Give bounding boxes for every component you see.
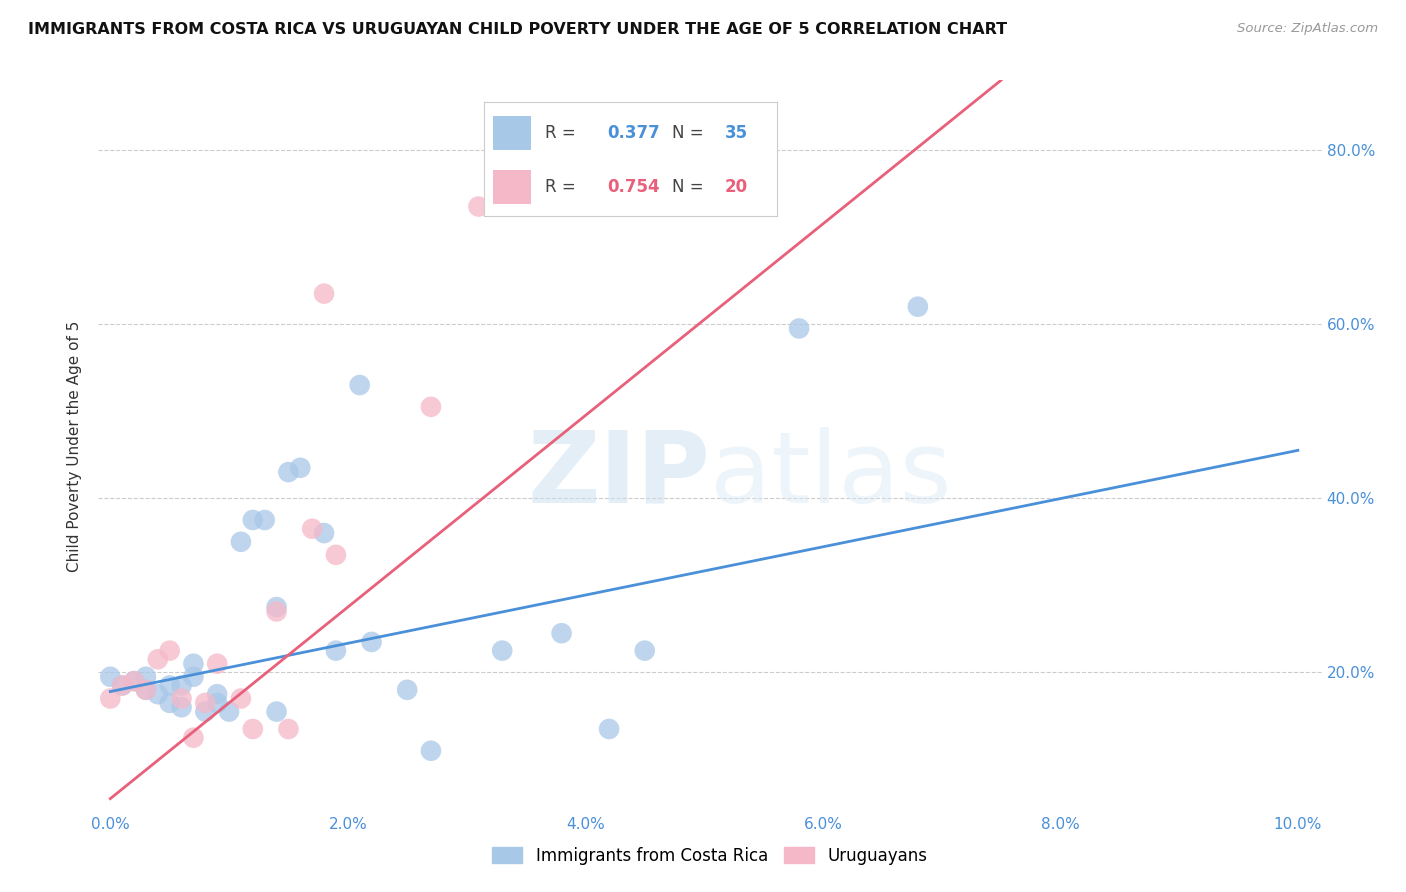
Point (122, 674, 145, 689)
Point (301, 522, 323, 536)
Point (277, 465, 299, 479)
Point (550, 626, 572, 640)
Point (598, 722, 620, 736)
Legend: Immigrants from Costa Rica, Uruguayans: Immigrants from Costa Rica, Uruguayans (484, 838, 936, 873)
Point (266, 604, 288, 618)
Point (183, 731, 205, 745)
Point (170, 700, 193, 714)
Point (122, 674, 145, 689)
Point (135, 670, 157, 684)
Point (396, 682, 419, 697)
Point (159, 678, 181, 692)
Point (420, 744, 443, 758)
Point (194, 696, 217, 710)
Point (205, 687, 228, 701)
Point (135, 682, 157, 697)
Point (253, 513, 276, 527)
Point (242, 513, 264, 527)
Point (787, 321, 810, 335)
Point (98, 691, 121, 706)
Point (159, 643, 181, 657)
Point (98, 670, 121, 684)
Point (205, 696, 228, 710)
Point (159, 696, 181, 710)
Point (491, 200, 513, 214)
Text: ZIP: ZIP (527, 426, 710, 524)
Point (194, 705, 217, 719)
Point (183, 657, 205, 671)
Point (290, 460, 312, 475)
Point (360, 635, 382, 649)
Y-axis label: Child Poverty Under the Age of 5: Child Poverty Under the Age of 5 (67, 320, 83, 572)
Text: IMMIGRANTS FROM COSTA RICA VS URUGUAYAN CHILD POVERTY UNDER THE AGE OF 5 CORRELA: IMMIGRANTS FROM COSTA RICA VS URUGUAYAN … (28, 22, 1007, 37)
Point (218, 705, 240, 719)
Point (420, 400, 443, 414)
Text: Source: ZipAtlas.com: Source: ZipAtlas.com (1237, 22, 1378, 36)
Point (242, 722, 264, 736)
Point (349, 378, 371, 392)
Point (907, 300, 929, 314)
Point (229, 691, 252, 706)
Text: atlas: atlas (710, 426, 952, 524)
Point (229, 534, 252, 549)
Point (170, 691, 193, 706)
Point (111, 678, 134, 692)
Point (135, 682, 157, 697)
Point (266, 705, 288, 719)
Point (312, 286, 335, 301)
Point (325, 643, 347, 657)
Point (111, 678, 134, 692)
Point (266, 600, 288, 615)
Point (312, 526, 335, 541)
Point (325, 548, 347, 562)
Point (183, 670, 205, 684)
Point (170, 678, 193, 692)
Point (277, 722, 299, 736)
Point (491, 643, 513, 657)
Point (205, 657, 228, 671)
Point (467, 200, 489, 214)
Point (146, 652, 169, 666)
Point (146, 687, 169, 701)
Point (634, 643, 657, 657)
